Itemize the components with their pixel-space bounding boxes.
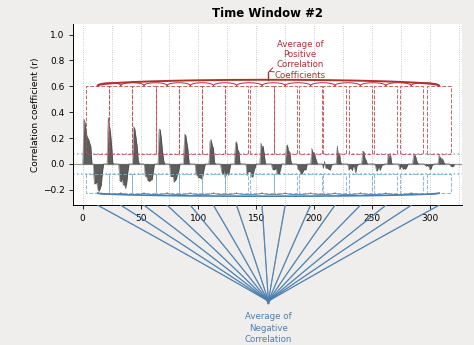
Y-axis label: Correlation coefficient (r): Correlation coefficient (r)	[31, 58, 40, 172]
Text: Average of
Positive
Correlation
Coefficients: Average of Positive Correlation Coeffici…	[269, 40, 326, 80]
Title: AutoCorrelation
Time Window #2: AutoCorrelation Time Window #2	[212, 0, 323, 20]
Text: Average of
Negative
Correlation
Coefficients: Average of Negative Correlation Coeffici…	[243, 312, 294, 345]
